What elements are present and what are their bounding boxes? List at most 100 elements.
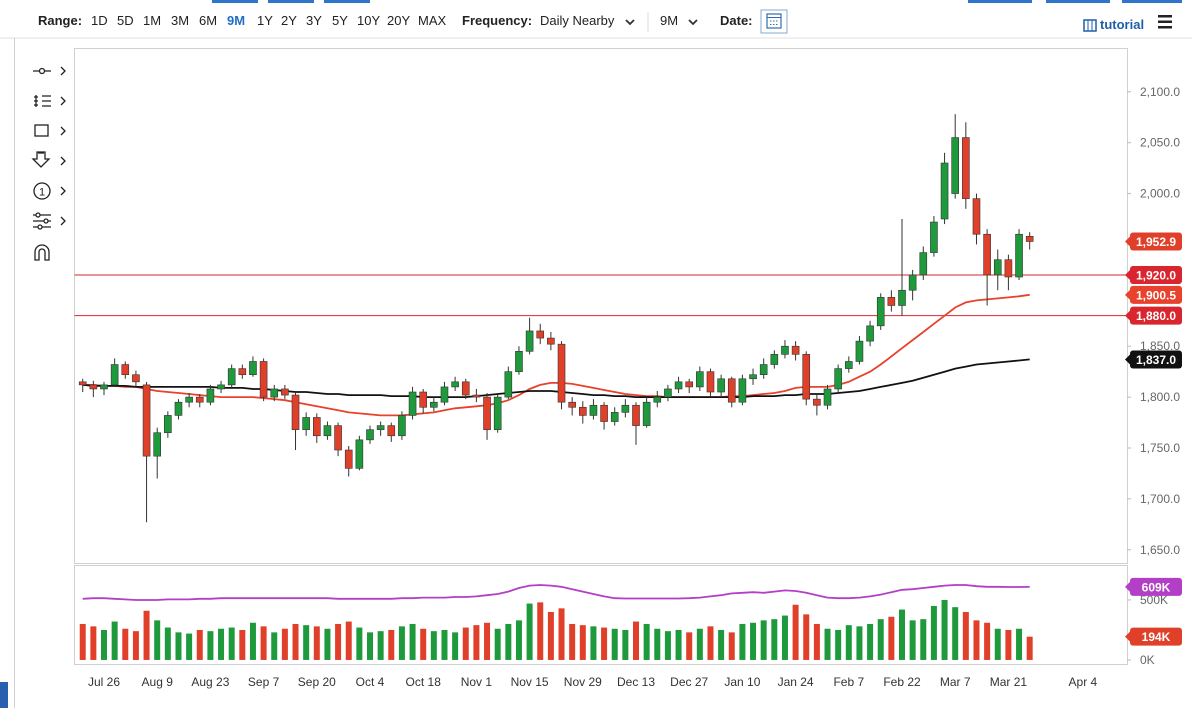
range-button[interactable]: 6M bbox=[199, 13, 218, 28]
volume-bar bbox=[505, 623, 512, 660]
range-button[interactable]: 5Y bbox=[332, 13, 348, 28]
candle-body bbox=[642, 401, 651, 426]
candle-body bbox=[164, 415, 172, 434]
level-badge-pointer bbox=[1125, 269, 1130, 280]
volume-bar bbox=[430, 631, 437, 660]
x-tick-label: Feb 22 bbox=[883, 675, 921, 689]
period-dropdown[interactable]: 9M bbox=[660, 13, 679, 28]
volume-bar bbox=[218, 628, 225, 660]
range-button[interactable]: 5D bbox=[117, 13, 134, 28]
candle-body bbox=[919, 252, 928, 276]
volume-bar bbox=[292, 623, 299, 660]
candle-body bbox=[121, 364, 130, 376]
volume-bar bbox=[462, 627, 469, 660]
candle-body bbox=[1015, 233, 1023, 278]
volume-bar bbox=[143, 610, 150, 660]
range-button[interactable]: 3M bbox=[171, 13, 190, 28]
volume-bar bbox=[1016, 628, 1023, 660]
tool-fib[interactable] bbox=[34, 95, 66, 107]
level-badge-pointer bbox=[1125, 310, 1130, 321]
level-badge-box bbox=[1130, 306, 1182, 325]
side-tab bbox=[0, 682, 8, 708]
range-button[interactable]: 2Y bbox=[281, 13, 297, 28]
candle-body bbox=[366, 429, 374, 441]
tool-settings[interactable] bbox=[33, 212, 66, 230]
level-badge-box bbox=[1130, 265, 1182, 284]
volume-bar bbox=[164, 627, 171, 660]
chevron bbox=[625, 19, 635, 26]
range-button[interactable]: 1Y bbox=[257, 13, 273, 28]
tool-magnet[interactable] bbox=[34, 244, 50, 261]
candle-body bbox=[930, 221, 938, 253]
candle-body bbox=[685, 381, 694, 388]
range-button[interactable]: 3Y bbox=[306, 13, 322, 28]
frequency-dropdown[interactable]: Daily Nearby bbox=[540, 13, 615, 28]
candle-body bbox=[238, 368, 247, 376]
tutorial-link[interactable]: tutorial bbox=[1100, 17, 1145, 32]
range-button[interactable]: 10Y bbox=[357, 13, 381, 28]
range-button[interactable]: 20Y bbox=[387, 13, 411, 28]
range-button[interactable]: 9M bbox=[227, 13, 246, 28]
menu-button[interactable] bbox=[1158, 15, 1172, 29]
tool-line[interactable] bbox=[33, 66, 66, 76]
volume-bar bbox=[601, 627, 608, 660]
volume-bar bbox=[803, 614, 810, 660]
candle-body bbox=[174, 401, 183, 416]
tutorial-icon bbox=[1083, 19, 1097, 32]
volume-badge: 194K bbox=[1125, 627, 1182, 646]
moving-average-badge-pointer bbox=[1125, 289, 1130, 300]
volume-bar bbox=[590, 626, 597, 660]
candle-body bbox=[408, 391, 417, 416]
volume-bar bbox=[441, 629, 448, 660]
candle-body bbox=[493, 396, 502, 430]
candle-body bbox=[802, 354, 811, 400]
volume-tick-label: 500K bbox=[1140, 593, 1168, 607]
volume-bar bbox=[207, 631, 214, 660]
x-tick-label: Mar 7 bbox=[940, 675, 971, 689]
tool-rect[interactable] bbox=[34, 124, 66, 137]
volume-pane bbox=[74, 565, 1128, 665]
candle-body bbox=[972, 198, 981, 235]
candle-body bbox=[281, 388, 289, 396]
last-price-badge-box bbox=[1130, 232, 1182, 251]
range-button[interactable]: 1D bbox=[91, 13, 108, 28]
candle-body bbox=[78, 381, 87, 386]
y-tick-label: 1,850.0 bbox=[1140, 339, 1180, 353]
volume-bar bbox=[899, 609, 905, 660]
range-button[interactable]: 1M bbox=[143, 13, 162, 28]
volume-bar bbox=[835, 629, 842, 660]
volume-bar bbox=[228, 627, 235, 660]
volume-bar bbox=[398, 626, 405, 660]
range-button[interactable]: MAX bbox=[418, 13, 447, 28]
calendar-frame bbox=[760, 9, 788, 34]
volume-bar bbox=[154, 620, 161, 660]
candle-body bbox=[749, 374, 757, 380]
candle-body bbox=[738, 378, 747, 403]
volume-bar bbox=[515, 620, 522, 660]
candle-body bbox=[185, 396, 193, 403]
volume-bar bbox=[643, 623, 650, 660]
volume-bar bbox=[558, 608, 565, 660]
candle-body bbox=[440, 386, 449, 403]
volume-average-badge-label: 609K bbox=[1142, 580, 1171, 594]
volume-bar bbox=[122, 628, 129, 660]
volume-bar bbox=[622, 629, 629, 660]
candle-body bbox=[259, 361, 268, 398]
x-tick-label: Apr 4 bbox=[1069, 675, 1098, 689]
moving-average-badge-pointer bbox=[1125, 354, 1130, 365]
candle-body bbox=[132, 374, 140, 383]
volume-bar bbox=[962, 611, 969, 660]
tool-counter[interactable] bbox=[33, 182, 66, 200]
volume-bar bbox=[90, 626, 97, 660]
volume-bar bbox=[728, 632, 735, 660]
candle-body bbox=[855, 340, 864, 362]
tool-arrow[interactable] bbox=[31, 151, 66, 168]
x-tick-label: Oct 4 bbox=[356, 675, 385, 689]
candle-body bbox=[962, 137, 970, 199]
candle-body bbox=[153, 432, 161, 457]
calendar-button[interactable] bbox=[760, 9, 788, 34]
candle-body bbox=[525, 330, 534, 352]
candle-body bbox=[504, 371, 513, 398]
volume-average-badge-pointer bbox=[1125, 581, 1130, 592]
